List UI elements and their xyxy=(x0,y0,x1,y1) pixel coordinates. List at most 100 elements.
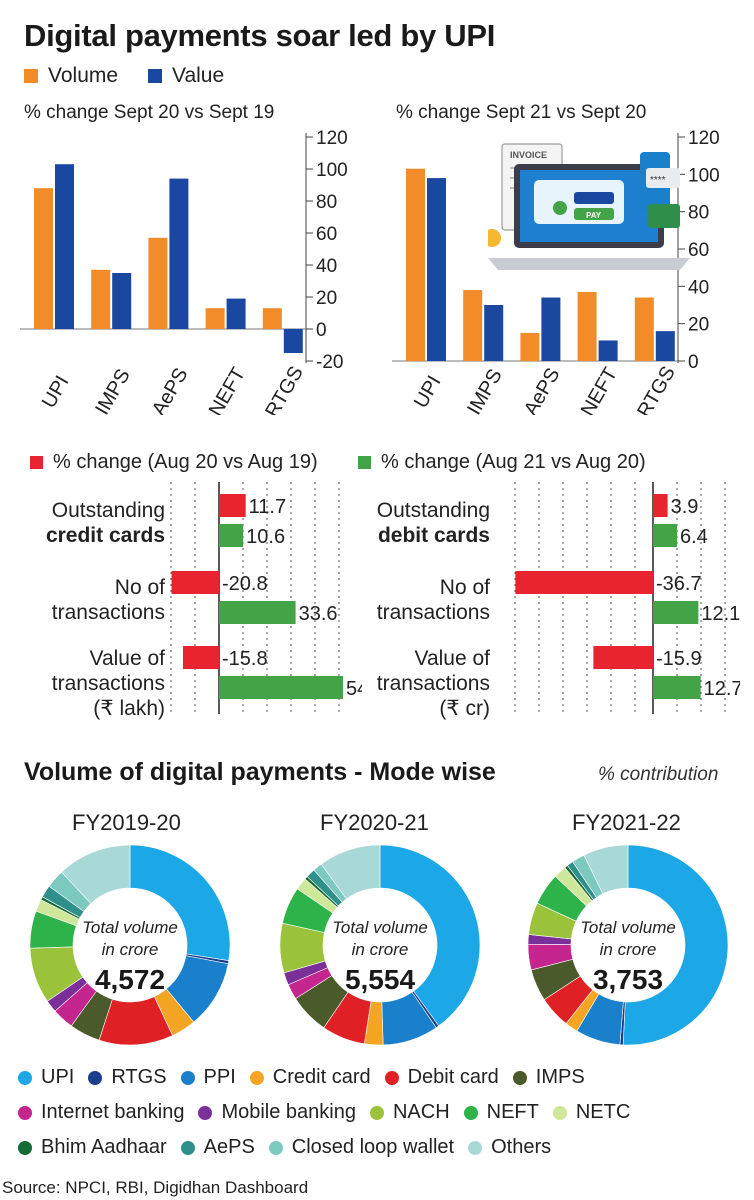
legend-aug20: % change (Aug 20 vs Aug 19) xyxy=(30,451,318,474)
hbar-red xyxy=(515,571,653,594)
donut-center-line2: in crore xyxy=(600,940,657,959)
hbar-value-label: 12.1 xyxy=(701,603,740,625)
slice-upi xyxy=(622,845,728,1045)
mode-legend-label: Mobile banking xyxy=(221,1101,356,1123)
hbar-value-label: 3.9 xyxy=(671,496,699,518)
donut-hole xyxy=(324,889,436,1001)
mode-legend-label: AePS xyxy=(203,1136,255,1158)
hbar-value-label: -20.8 xyxy=(222,573,268,595)
hbar-value-label: 12.7 xyxy=(704,678,740,700)
mode-legend-item: NETC xyxy=(552,1101,630,1124)
slice-others xyxy=(61,845,131,904)
laptop-base-icon xyxy=(488,258,690,270)
ytick-label: 80 xyxy=(316,192,337,213)
legend-dot-icon xyxy=(369,1105,384,1120)
mode-legend-item: Debit card xyxy=(384,1066,499,1089)
hbar-green xyxy=(653,676,701,699)
mode-legend-item: PPI xyxy=(180,1066,236,1089)
mode-legend-row: Bhim Aadhaar AePS Closed loop wallet Others xyxy=(18,1136,551,1159)
donut-fy2019-20: Total volume in crore 4,572 xyxy=(30,845,230,1045)
hbar-value-label: 54.4 xyxy=(346,678,362,700)
xtick-label: AePS xyxy=(148,364,193,415)
legend-aug21-label: % change (Aug 21 vs Aug 20) xyxy=(381,451,646,473)
legend-dot-icon xyxy=(180,1140,195,1155)
ytick-label: 120 xyxy=(316,128,348,149)
mode-legend-item: Mobile banking xyxy=(198,1101,356,1124)
hbar-green xyxy=(653,601,699,624)
mode-legend-label: RTGS xyxy=(111,1066,167,1088)
mode-legend-item: Internet banking xyxy=(18,1101,184,1124)
invoice-label: INVOICE xyxy=(510,150,547,160)
slice-others xyxy=(583,845,629,895)
legend-dot-icon xyxy=(268,1140,283,1155)
legend-value-label: Value xyxy=(172,64,225,87)
donut2-title: FY2020-21 xyxy=(320,810,429,835)
bar-imps-value xyxy=(112,273,132,329)
ytick-label: 60 xyxy=(688,240,709,261)
legend-dot-icon xyxy=(249,1070,264,1085)
legend-aug21: % change (Aug 21 vs Aug 20) xyxy=(358,451,646,474)
hbar-red xyxy=(593,646,653,669)
xtick-label: IMPS xyxy=(91,365,135,415)
pay-label: PAY xyxy=(586,211,602,220)
bar-aeps-value xyxy=(541,297,561,361)
slice-upi xyxy=(379,845,480,1027)
hbar-value-label: 10.6 xyxy=(246,526,285,548)
chart2-svg: 120 100 80 60 40 20 0 UPI IMPS AePS NEFT RTGS xyxy=(392,128,720,415)
bar-aeps-value xyxy=(169,178,189,329)
hbar-red xyxy=(653,494,668,517)
hbar-red xyxy=(171,571,219,594)
bar-neft-value xyxy=(598,340,618,361)
mode-legend-item: IMPS xyxy=(512,1066,585,1089)
ytick-label: 40 xyxy=(688,277,709,298)
mode-legend-item: UPI xyxy=(18,1066,74,1089)
section2-title: Volume of digital payments - Mode wise xyxy=(24,758,496,786)
chart2-title: % change Sept 21 vs Sept 20 xyxy=(396,102,647,123)
mode-legend: UPI RTGS PPI Credit card Debit card IMPS Inter… xyxy=(18,1066,748,1166)
green-swatch xyxy=(358,456,371,469)
mode-legend-item: RTGS xyxy=(88,1066,167,1089)
source-note: Source: NPCI, RBI, Digidhan Dashboard xyxy=(2,1178,309,1197)
legend-aug20-label: % change (Aug 20 vs Aug 19) xyxy=(53,451,318,473)
ytick-label: 100 xyxy=(316,160,348,181)
legend-dot-icon xyxy=(384,1070,399,1085)
hbar-value-label: 11.7 xyxy=(249,496,286,518)
mode-legend-label: IMPS xyxy=(535,1066,585,1088)
mode-legend-item: Credit card xyxy=(249,1066,371,1089)
debit-card-hbar-svg: 3.9 6.4 -36.7 12.1 -15.912.7 xyxy=(514,482,740,714)
hbar-green xyxy=(219,676,344,699)
donut-center-line2: in crore xyxy=(352,940,409,959)
mode-legend-label: Debit card xyxy=(407,1066,499,1088)
mode-legend-item: Bhim Aadhaar xyxy=(18,1136,167,1159)
chart1-svg: 120 100 80 60 40 20 0 -20 UPI IMPS AePS NEFT RTGS xyxy=(20,128,348,415)
bar-imps-volume xyxy=(463,290,483,361)
mode-legend-label: Internet banking xyxy=(41,1101,185,1123)
bar-upi-volume xyxy=(34,188,53,329)
legend-dot-icon xyxy=(463,1105,478,1120)
hrow-debit-value-label: Value of transactions (₹ cr) xyxy=(376,647,490,720)
xtick-label: UPI xyxy=(38,372,74,412)
slice-upi xyxy=(129,845,230,961)
hbar-value-label: -15.9 xyxy=(656,648,702,670)
mode-legend-label: Bhim Aadhaar xyxy=(41,1136,167,1158)
hbar-value-label: -36.7 xyxy=(656,573,702,595)
donut-total: 4,572 xyxy=(95,964,165,995)
mode-legend-label: UPI xyxy=(41,1066,75,1088)
bar-rtgs-value xyxy=(655,331,675,361)
value-swatch xyxy=(148,69,162,83)
donut-total: 5,554 xyxy=(345,964,415,995)
xtick-label: NEFT xyxy=(577,364,622,415)
ytick-label: 40 xyxy=(316,256,337,277)
xtick-label: RTGS xyxy=(633,363,680,415)
hrow-credit-value-label: Value of transactions (₹ lakh) xyxy=(51,647,165,720)
xtick-label: UPI xyxy=(410,372,446,412)
legend-dot-icon xyxy=(512,1070,527,1085)
card-icon xyxy=(648,204,680,228)
bar-upi-value xyxy=(55,164,74,329)
hbar-value-label: 6.4 xyxy=(680,526,708,548)
donut3-title: FY2021-22 xyxy=(572,810,681,835)
payment-illustration: INVOICE PAY **** xyxy=(488,143,690,270)
legend-dot-icon xyxy=(18,1140,32,1155)
bar-aeps-volume xyxy=(148,237,168,329)
xtick-label: RTGS xyxy=(261,363,308,415)
